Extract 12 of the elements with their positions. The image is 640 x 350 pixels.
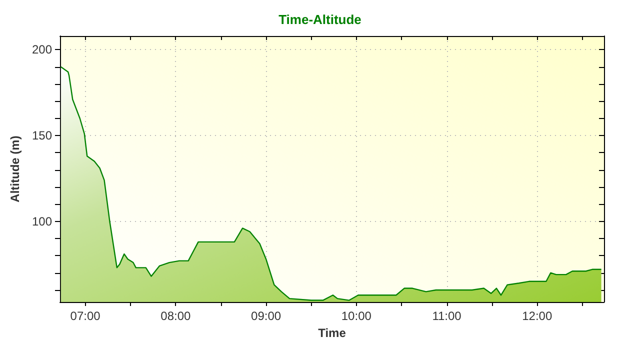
- x-tick-label: 12:00: [522, 309, 552, 323]
- x-tick-label: 08:00: [160, 309, 192, 323]
- x-axis-title: Time: [318, 326, 346, 340]
- x-tick-label: 09:00: [251, 309, 282, 323]
- y-tick-label: 200: [32, 42, 52, 57]
- chart-title: Time-Altitude: [278, 12, 362, 27]
- y-tick-label: 150: [32, 128, 52, 143]
- y-tick-label: 100: [32, 214, 52, 228]
- x-tick-label: 10:00: [341, 309, 372, 323]
- x-tick-label: 11:00: [432, 309, 462, 323]
- y-axis-title: Altitude (m): [8, 136, 22, 202]
- x-tick-label: 07:00: [70, 309, 101, 323]
